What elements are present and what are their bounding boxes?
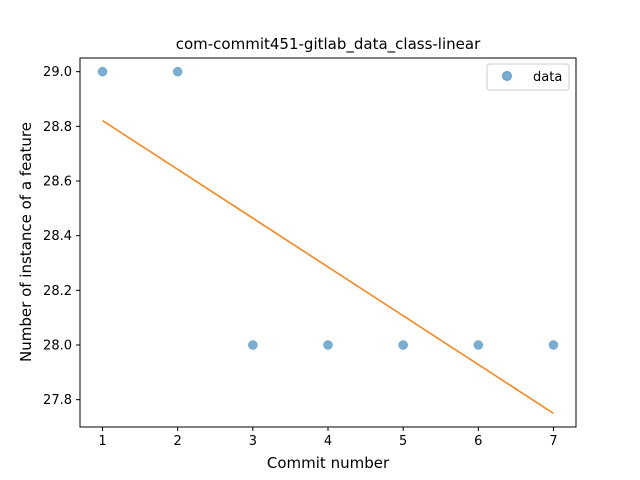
data-point [473, 340, 484, 350]
y-axis-label: Number of instance of a feature [17, 122, 35, 362]
fit-line [102, 119, 554, 414]
chart-title: com-commit451-gitlab_data_class-linear [176, 35, 481, 54]
x-axis: 1 2 3 4 5 6 7 [98, 427, 558, 449]
y-tick-label: 29.0 [43, 65, 72, 80]
legend-box [486, 63, 570, 91]
legend-marker-data [502, 71, 512, 81]
y-tick-label: 28.6 [43, 175, 72, 190]
y-axis: 27.8 28.0 28.2 28.4 28.6 28.8 29.0 [43, 65, 80, 408]
data-point [172, 66, 183, 77]
y-tick-label: 27.8 [43, 393, 72, 408]
data-point [548, 340, 559, 350]
data-point [248, 340, 258, 350]
y-tick-label: 28.8 [43, 120, 72, 135]
legend: data [486, 63, 570, 91]
x-tick-label: 1 [98, 434, 106, 449]
x-tick-label: 4 [324, 434, 332, 449]
data-point [323, 340, 333, 350]
x-tick-label: 5 [399, 434, 407, 449]
x-tick-label: 7 [549, 434, 557, 449]
x-tick-label: 2 [174, 434, 182, 449]
legend-label-data: data [533, 70, 562, 85]
y-tick-label: 28.2 [43, 284, 72, 299]
y-tick-label: 28.0 [43, 339, 72, 354]
y-tick-label: 28.4 [43, 229, 72, 244]
x-axis-label: Commit number [267, 454, 390, 472]
data-point [398, 340, 408, 350]
data-point [97, 66, 108, 77]
x-tick-label: 3 [249, 434, 257, 449]
x-tick-label: 6 [474, 434, 482, 449]
series-layer [97, 66, 559, 414]
